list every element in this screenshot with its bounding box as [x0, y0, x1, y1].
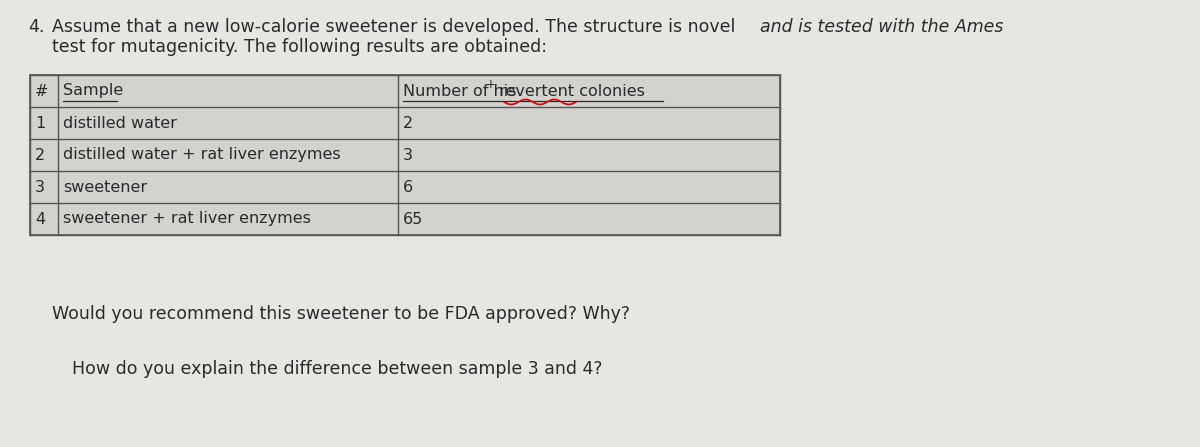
Text: 65: 65 — [403, 211, 424, 227]
Text: revertent colonies: revertent colonies — [494, 84, 644, 98]
Text: Assume that a new low-calorie sweetener is developed. The structure is novel: Assume that a new low-calorie sweetener … — [52, 18, 740, 36]
Bar — [30, 75, 780, 235]
Text: 3: 3 — [403, 148, 413, 163]
Text: 6: 6 — [403, 180, 413, 194]
Text: Sample: Sample — [64, 84, 124, 98]
Text: sweetener: sweetener — [64, 180, 148, 194]
Text: and is tested with the Ames: and is tested with the Ames — [760, 18, 1003, 36]
Text: 1: 1 — [35, 115, 46, 131]
Text: distilled water + rat liver enzymes: distilled water + rat liver enzymes — [64, 148, 341, 163]
Text: sweetener + rat liver enzymes: sweetener + rat liver enzymes — [64, 211, 311, 227]
Text: 3: 3 — [35, 180, 46, 194]
Text: +: + — [486, 79, 496, 92]
Text: 4: 4 — [35, 211, 46, 227]
Text: test for mutagenicity. The following results are obtained:: test for mutagenicity. The following res… — [52, 38, 547, 56]
Text: 2: 2 — [403, 115, 413, 131]
Text: 2: 2 — [35, 148, 46, 163]
Text: distilled water: distilled water — [64, 115, 176, 131]
Text: 4.: 4. — [28, 18, 44, 36]
Text: Would you recommend this sweetener to be FDA approved? Why?: Would you recommend this sweetener to be… — [52, 305, 630, 323]
Text: How do you explain the difference between sample 3 and 4?: How do you explain the difference betwee… — [72, 360, 602, 378]
Text: Number of his: Number of his — [403, 84, 516, 98]
Text: #: # — [35, 84, 48, 98]
